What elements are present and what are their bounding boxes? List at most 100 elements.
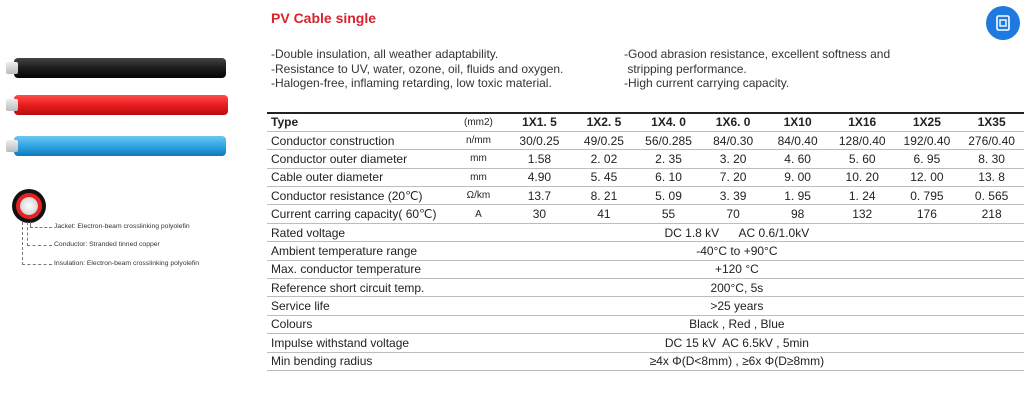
insulation-annotation: Insulation: Electron-beam crosslinking p… bbox=[54, 260, 200, 267]
header-size: 1X10 bbox=[783, 115, 812, 130]
conductor-annotation: Conductor: Stranded tinned copper bbox=[54, 241, 160, 248]
row-label: Cable outer diameter bbox=[271, 170, 384, 185]
feature-item: -High current carrying capacity. bbox=[624, 76, 790, 90]
table-row: Conductor outer diameter mm 1.58 2. 02 2… bbox=[267, 149, 1024, 168]
cell: 8. 30 bbox=[978, 151, 1005, 166]
cell: 0. 795 bbox=[910, 188, 944, 203]
spec-value: ≥4x Φ(D<8mm) , ≥6x Φ(D≥8mm) bbox=[649, 354, 825, 369]
header-size: 1X25 bbox=[912, 115, 941, 130]
row-label: Service life bbox=[271, 299, 330, 314]
table-row: Min bending radius ≥4x Φ(D<8mm) , ≥6x Φ(… bbox=[267, 352, 1024, 371]
cell: 176 bbox=[916, 207, 937, 222]
document-scan-button[interactable] bbox=[986, 6, 1020, 40]
spec-value: -40°C to +90°C bbox=[696, 243, 778, 258]
cell: 10. 20 bbox=[845, 170, 879, 185]
row-unit: mm bbox=[470, 153, 487, 165]
cable-tip bbox=[6, 99, 18, 111]
header-unit: (mm2) bbox=[464, 116, 493, 128]
cell: 0. 565 bbox=[974, 188, 1009, 203]
table-row: Cable outer diameter mm 4.90 5. 45 6. 10… bbox=[267, 168, 1024, 186]
spec-value: Black , Red , Blue bbox=[689, 317, 785, 332]
row-unit: n/mm bbox=[465, 135, 491, 147]
cell: 70 bbox=[726, 207, 740, 222]
cell: 84/0.40 bbox=[777, 133, 818, 148]
black-cable-image bbox=[6, 58, 226, 78]
cell: 6. 10 bbox=[655, 170, 682, 185]
row-label: Impulse withstand voltage bbox=[271, 335, 410, 350]
features-left: -Double insulation, all weather adaptabi… bbox=[271, 47, 563, 91]
row-label: Reference short circuit temp. bbox=[271, 280, 425, 295]
row-label: Colours bbox=[271, 317, 313, 332]
spec-table: Type (mm2) 1X1. 5 1X2. 5 1X4. 0 1X6. 0 1… bbox=[267, 112, 1024, 371]
row-label: Conductor resistance (20℃) bbox=[271, 188, 423, 203]
cell: 128/0.40 bbox=[838, 133, 886, 148]
cell: 55 bbox=[661, 207, 676, 222]
blue-cable-image bbox=[6, 136, 226, 156]
spec-value: 200°C, 5s bbox=[710, 280, 764, 295]
jacket-annotation: Jacket: Electron-beam crosslinking polyo… bbox=[54, 223, 190, 230]
row-unit: mm bbox=[470, 171, 487, 183]
cell: 7. 20 bbox=[719, 170, 747, 185]
cell: 41 bbox=[597, 207, 611, 222]
leader-line bbox=[22, 222, 52, 265]
table-row: Service life >25 years bbox=[267, 296, 1024, 315]
row-label: Rated voltage bbox=[271, 225, 346, 240]
feature-item: -Good abrasion resistance, excellent sof… bbox=[624, 47, 891, 61]
header-label: Type bbox=[271, 115, 299, 130]
feature-item: stripping performance. bbox=[624, 61, 747, 76]
spec-value: >25 years bbox=[710, 299, 764, 314]
feature-item: -Double insulation, all weather adaptabi… bbox=[271, 47, 499, 61]
cell: 1. 95 bbox=[784, 188, 811, 203]
page-title: PV Cable single bbox=[271, 10, 377, 26]
features-right: -Good abrasion resistance, excellent sof… bbox=[624, 47, 890, 91]
conductor-core bbox=[20, 197, 38, 215]
cell: 6. 95 bbox=[913, 151, 941, 166]
row-unit: A bbox=[475, 208, 482, 220]
cell: 49/0.25 bbox=[583, 133, 624, 148]
document-scan-icon bbox=[996, 15, 1010, 31]
table-row: Max. conductor temperature +120 °C bbox=[267, 260, 1024, 278]
cable-cross-section bbox=[12, 189, 46, 223]
header-size: 1X16 bbox=[848, 115, 877, 130]
cell: 13.7 bbox=[527, 188, 552, 203]
spec-value: +120 °C bbox=[714, 262, 759, 277]
spec-value: DC 15 kV AC 6.5kV , 5min bbox=[664, 335, 809, 350]
feature-item: -Resistance to UV, water, ozone, oil, fl… bbox=[271, 61, 564, 76]
cell: 192/0.40 bbox=[903, 133, 951, 148]
table-row: Impulse withstand voltage DC 15 kV AC 6.… bbox=[267, 333, 1024, 352]
cell: 5. 60 bbox=[848, 151, 876, 166]
table-row: Current carring capacity( 60℃) A 30 41 5… bbox=[267, 204, 1024, 223]
table-row: Rated voltage DC 1.8 kV AC 0.6/1.0kV bbox=[267, 223, 1024, 241]
cable-tip bbox=[6, 140, 18, 152]
header-size: 1X1. 5 bbox=[522, 115, 557, 130]
cable-tip bbox=[6, 62, 18, 74]
row-label: Current carring capacity( 60℃) bbox=[271, 207, 437, 222]
table-row: Colours Black , Red , Blue bbox=[267, 315, 1024, 333]
cell: 56/0.285 bbox=[645, 133, 692, 148]
cell: 84/0.30 bbox=[713, 133, 754, 148]
spec-value: DC 1.8 kV AC 0.6/1.0kV bbox=[664, 225, 810, 240]
row-label: Max. conductor temperature bbox=[271, 262, 422, 277]
cell: 5. 09 bbox=[655, 188, 682, 203]
cell: 3. 39 bbox=[719, 188, 747, 203]
row-label: Min bending radius bbox=[271, 354, 373, 369]
row-label: Conductor outer diameter bbox=[271, 151, 408, 166]
leader-line bbox=[27, 222, 52, 246]
cell: 98 bbox=[790, 207, 805, 222]
feature-item: -Halogen-free, inflaming retarding, low … bbox=[271, 76, 552, 90]
row-label: Conductor construction bbox=[271, 133, 395, 148]
cell: 132 bbox=[852, 207, 873, 222]
leader-line bbox=[30, 222, 52, 228]
cell: 1. 24 bbox=[848, 188, 876, 203]
table-row: Ambient temperature range -40°C to +90°C bbox=[267, 241, 1024, 260]
header-size: 1X6. 0 bbox=[715, 115, 751, 130]
header-size: 1X4. 0 bbox=[651, 115, 686, 130]
cell: 8. 21 bbox=[590, 188, 618, 203]
row-label: Ambient temperature range bbox=[271, 243, 418, 258]
header-size: 1X35 bbox=[977, 115, 1006, 130]
table-row: Conductor construction n/mm 30/0.25 49/0… bbox=[267, 131, 1024, 149]
cell: 12. 00 bbox=[910, 170, 944, 185]
red-cable-image bbox=[6, 95, 228, 115]
cell: 218 bbox=[981, 207, 1002, 222]
cell: 4. 60 bbox=[784, 151, 811, 166]
